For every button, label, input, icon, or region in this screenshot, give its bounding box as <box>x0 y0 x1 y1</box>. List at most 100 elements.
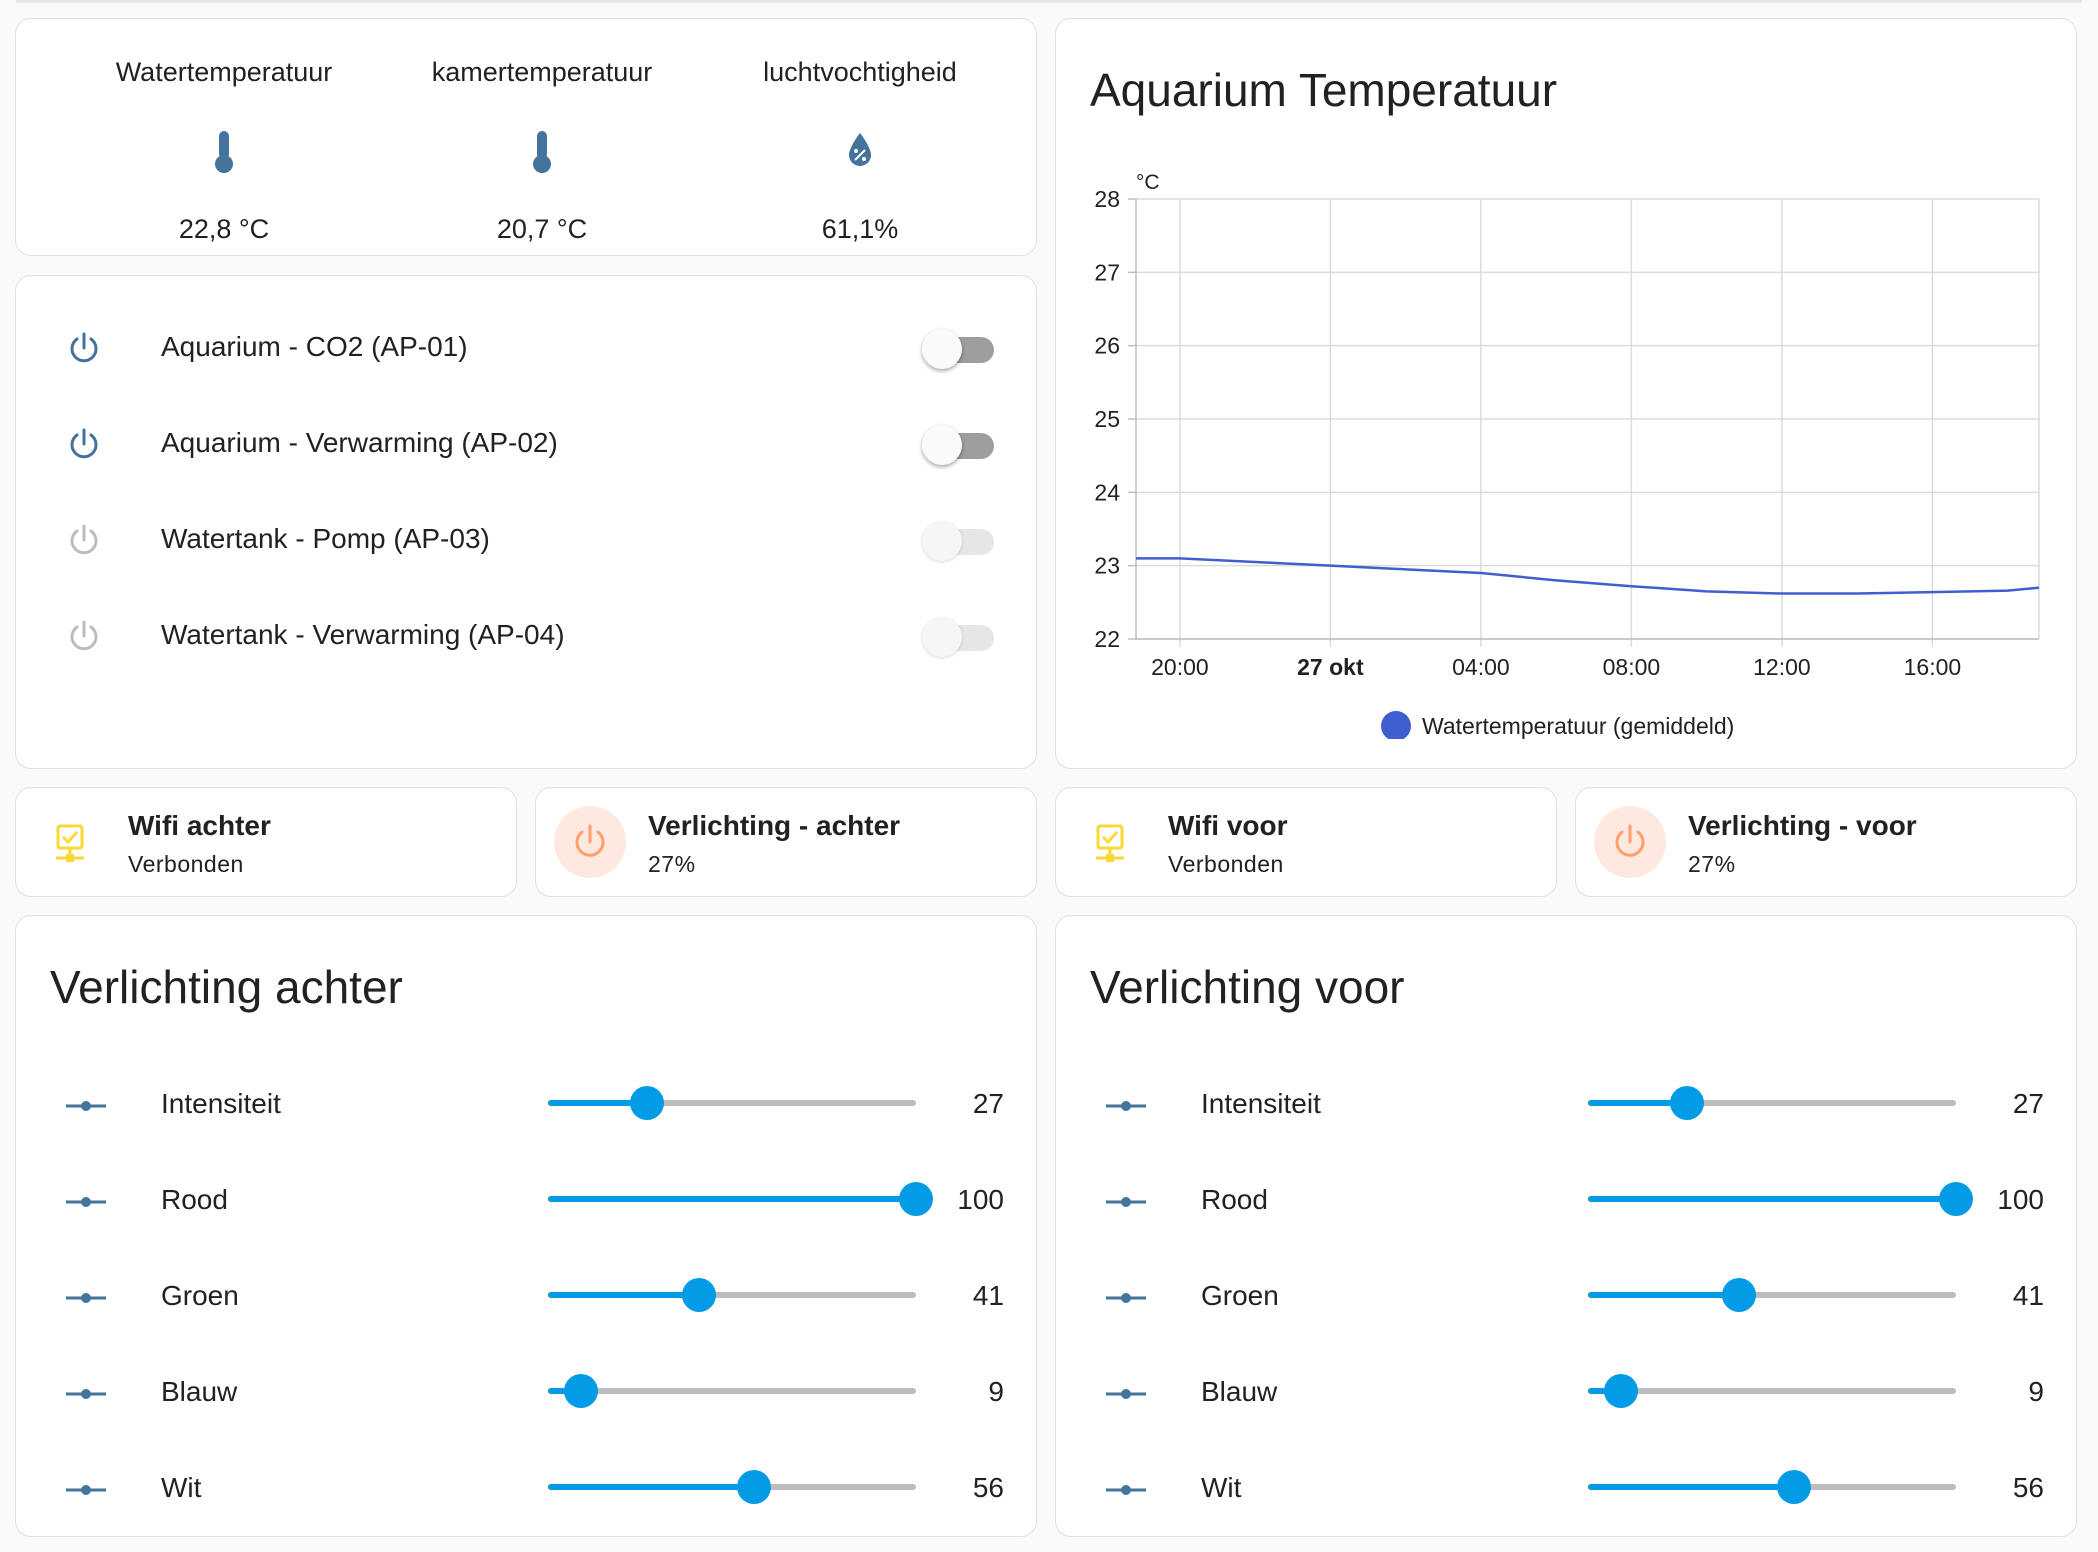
slider-value: 41 <box>972 1280 1004 1311</box>
slider-label: Intensiteit <box>1201 1088 1321 1119</box>
slider-thumb[interactable] <box>1939 1182 1973 1216</box>
legend-swatch <box>1381 711 1411 739</box>
x-tick-label: 08:00 <box>1603 654 1661 680</box>
tile-name: Verlichting - achter <box>648 810 901 841</box>
slider[interactable] <box>1588 1374 1956 1408</box>
sensor-value: 61,1% <box>821 214 899 244</box>
slider[interactable] <box>1588 1086 1956 1120</box>
slider-value: 27 <box>2012 1088 2044 1119</box>
slider-icon <box>66 1184 106 1220</box>
switch-label: Aquarium - Verwarming (AP-02) <box>161 427 558 458</box>
slider[interactable] <box>548 1470 916 1504</box>
top-divider <box>16 0 2082 3</box>
slider-label: Blauw <box>161 1376 238 1407</box>
slider-value: 27 <box>972 1088 1004 1119</box>
slider[interactable] <box>1588 1470 1956 1504</box>
network-check-icon <box>1074 806 1146 878</box>
slider-value: 100 <box>1997 1184 2044 1215</box>
slider-row: Groen 41 <box>1056 1250 2076 1346</box>
slider-thumb[interactable] <box>1721 1278 1756 1312</box>
power-icon[interactable] <box>1594 806 1666 878</box>
thermometer-icon <box>64 129 384 175</box>
sensor-value: 22,8 °C <box>178 214 270 244</box>
tile-state: Verbonden <box>128 851 244 877</box>
y-axis-unit: °C <box>1136 171 1160 194</box>
slider-thumb[interactable] <box>1604 1374 1639 1408</box>
slider-icon <box>66 1376 106 1412</box>
slider[interactable] <box>1588 1278 1956 1312</box>
slider-card-voor: Verlichting voor Intensiteit 27 Rood 100… <box>1055 915 2077 1537</box>
series-line <box>1136 557 2040 595</box>
tile-verlichting-voor[interactable]: Verlichting - voor 27% <box>1575 787 2077 897</box>
chart-title: Aquarium Temperatuur <box>1090 64 1558 116</box>
slider-row: Rood 100 <box>16 1154 1036 1250</box>
switch-toggle[interactable] <box>922 329 994 369</box>
slider[interactable] <box>548 1278 916 1312</box>
slider-icon <box>66 1088 106 1124</box>
slider-thumb[interactable] <box>1777 1470 1812 1504</box>
y-tick-label: 22 <box>1094 626 1120 652</box>
slider-label: Wit <box>161 1472 202 1503</box>
slider-thumb[interactable] <box>899 1182 933 1216</box>
slider-label: Wit <box>1201 1472 1242 1503</box>
slider-icon <box>1106 1472 1146 1508</box>
switch-toggle[interactable] <box>922 521 994 561</box>
slider-icon <box>1106 1184 1146 1220</box>
power-icon[interactable] <box>66 522 102 558</box>
slider-row: Groen 41 <box>16 1250 1036 1346</box>
sensor-card: Watertemperatuur 22,8 °C kamertemperatuu… <box>15 18 1037 256</box>
y-tick-label: 25 <box>1094 406 1120 432</box>
slider-thumb[interactable] <box>564 1374 599 1408</box>
slider[interactable] <box>548 1182 933 1216</box>
switch-toggle[interactable] <box>922 425 994 465</box>
slider-row: Blauw 9 <box>16 1346 1036 1442</box>
sensor-value: 20,7 °C <box>496 214 588 244</box>
tile-name: Verlichting - voor <box>1688 810 1917 841</box>
tile-state: 27% <box>648 851 696 877</box>
power-icon[interactable] <box>66 330 102 366</box>
slider-row: Rood 100 <box>1056 1154 2076 1250</box>
temperature-chart[interactable]: 22 23 24 25 26 27 28 20:00 27 okt 04:00 08:00 12:00… <box>1056 139 2076 739</box>
y-tick-label: 23 <box>1094 553 1120 579</box>
slider-thumb[interactable] <box>1670 1086 1705 1120</box>
slider-icon <box>1106 1376 1146 1412</box>
slider-label: Groen <box>161 1280 239 1311</box>
slider-icon <box>66 1472 106 1508</box>
card-title: Verlichting voor <box>1090 961 1405 1013</box>
power-icon[interactable] <box>554 806 626 878</box>
switch-label: Watertank - Verwarming (AP-04) <box>161 619 565 650</box>
slider[interactable] <box>548 1086 916 1120</box>
slider-thumb[interactable] <box>681 1278 716 1312</box>
y-tick-label: 26 <box>1094 333 1120 359</box>
slider[interactable] <box>1588 1182 1973 1216</box>
slider-icon <box>1106 1280 1146 1316</box>
sensor-name: Watertemperatuur <box>115 57 333 87</box>
slider[interactable] <box>548 1374 916 1408</box>
y-tick-label: 24 <box>1094 479 1120 505</box>
slider-row: Intensiteit 27 <box>16 1058 1036 1154</box>
switch-toggle[interactable] <box>922 617 994 657</box>
slider-row: Wit 56 <box>1056 1442 2076 1538</box>
tile-wifi-voor[interactable]: Wifi voor Verbonden <box>1055 787 1557 897</box>
slider-thumb[interactable] <box>737 1470 772 1504</box>
x-tick-label: 04:00 <box>1452 654 1510 680</box>
switch-row: Aquarium - CO2 (AP-01) <box>16 300 1036 396</box>
slider-thumb[interactable] <box>630 1086 665 1120</box>
power-icon[interactable] <box>66 618 102 654</box>
slider-value: 41 <box>2012 1280 2044 1311</box>
x-tick-label: 12:00 <box>1753 654 1811 680</box>
y-tick-label: 27 <box>1094 259 1120 285</box>
slider-card-achter: Verlichting achter Intensiteit 27 Rood 1… <box>15 915 1037 1537</box>
card-title: Verlichting achter <box>50 961 403 1013</box>
tile-verlichting-achter[interactable]: Verlichting - achter 27% <box>535 787 1037 897</box>
slider-label: Rood <box>161 1184 228 1215</box>
tile-wifi-achter[interactable]: Wifi achter Verbonden <box>15 787 517 897</box>
power-icon[interactable] <box>66 426 102 462</box>
slider-row: Intensiteit 27 <box>1056 1058 2076 1154</box>
tile-state: Verbonden <box>1168 851 1284 877</box>
x-tick-label: 27 okt <box>1297 654 1364 680</box>
tile-name: Wifi achter <box>128 810 271 841</box>
slider-value: 9 <box>2028 1376 2044 1407</box>
slider-label: Groen <box>1201 1280 1279 1311</box>
switch-row: Watertank - Verwarming (AP-04) <box>16 588 1036 684</box>
